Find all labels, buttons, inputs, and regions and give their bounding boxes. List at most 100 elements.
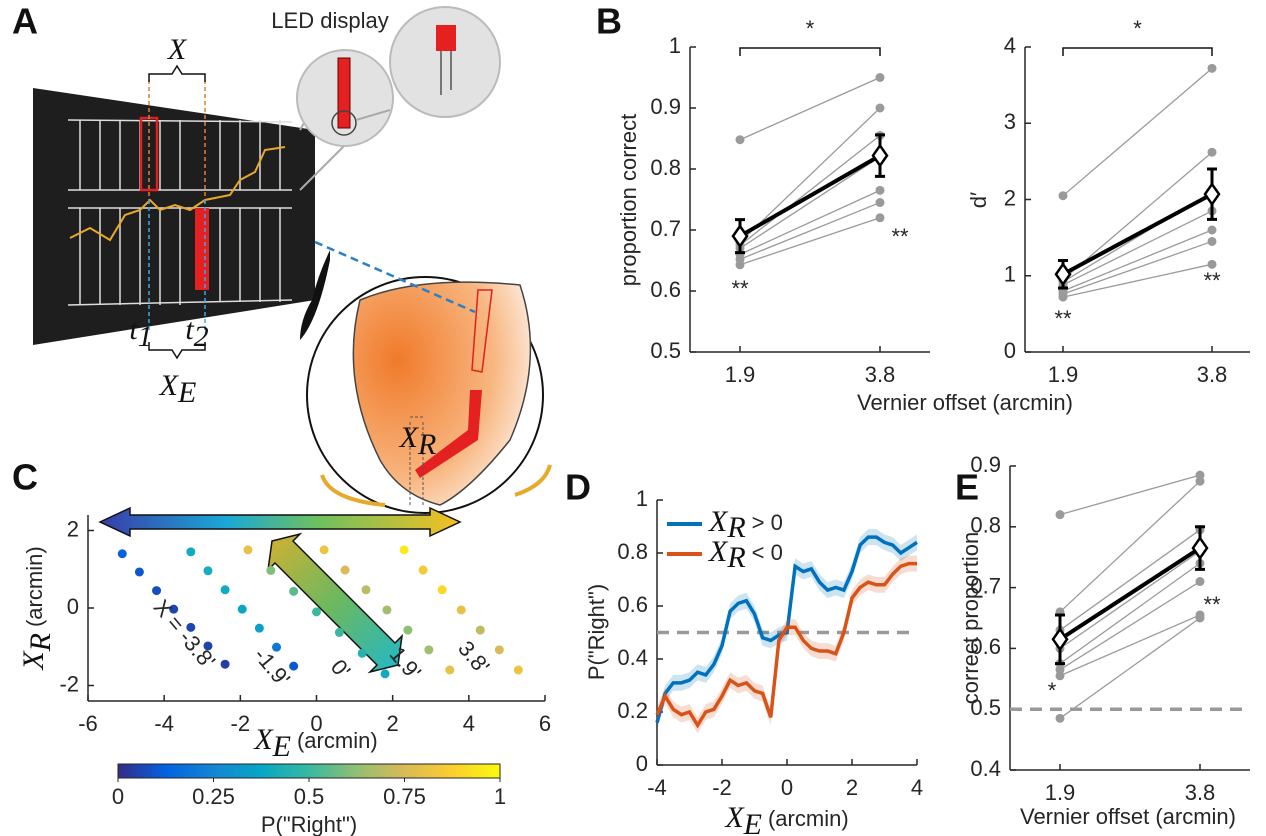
mean-marker (1056, 264, 1070, 284)
t2-label: t2 (185, 313, 208, 353)
scatter-point (476, 626, 485, 635)
y-axis-label-subscript: R (24, 633, 57, 652)
y-axis-label: XR(arcmin) (17, 546, 57, 670)
y-tick-label: 3 (1004, 109, 1016, 134)
subject-point (1056, 671, 1065, 680)
direction-arrow (268, 534, 402, 672)
x-axis-label: Vernier offset (arcmin) (857, 390, 1073, 415)
y-tick-label: -2 (59, 671, 79, 696)
y-tick-label: 0.9 (970, 452, 1001, 477)
subject-point (1208, 64, 1217, 73)
panel-letter: C (12, 457, 38, 498)
y-tick-label: 0 (636, 751, 648, 776)
mean-line (1063, 194, 1212, 274)
subject-line (1060, 475, 1200, 515)
rotation-arrow (515, 465, 550, 495)
x-tick-label: 3.8 (1185, 780, 1216, 805)
y-tick-label: 1 (636, 486, 648, 511)
legend-entry: XR< 0 (708, 535, 783, 574)
subject-point (876, 198, 885, 207)
y-axis-label: P("Right") (584, 584, 609, 680)
subject-point (1059, 293, 1068, 302)
series-label: 0' (326, 655, 356, 684)
legend-text: > 0 (752, 510, 783, 535)
colorbar-tick-label: 0 (112, 784, 124, 809)
colorbar-tick-label: 0.25 (192, 784, 235, 809)
scatter-point (312, 607, 321, 616)
subject-line (1060, 563, 1200, 663)
significance-bracket (1063, 48, 1212, 56)
y-tick-label: 0.7 (650, 216, 681, 241)
subject-line (740, 78, 880, 140)
scatter-point (514, 666, 523, 675)
y-tick-label: 2 (1004, 185, 1016, 210)
mean-marker (1205, 184, 1219, 204)
subject-point (1208, 237, 1217, 246)
x-tick-label: 0 (781, 775, 793, 800)
significance-bracket (740, 48, 880, 56)
y-tick-label: 1 (1004, 262, 1016, 287)
x-tick-label: 1.9 (725, 362, 756, 387)
scatter-point (382, 605, 391, 614)
scatter-point (243, 545, 252, 554)
subject-point (876, 73, 885, 82)
legend-symbol: X (708, 535, 729, 568)
scatter-point (266, 566, 275, 575)
subject-line (740, 203, 880, 260)
x-axis-label-subscript: E (743, 808, 762, 836)
y-tick-label: 0.5 (650, 338, 681, 363)
subject-point (736, 135, 745, 144)
x-tick-label: -2 (712, 775, 732, 800)
colorbar-segment (166, 764, 214, 778)
led-bar (195, 208, 209, 290)
x-tick-label: -4 (647, 775, 667, 800)
x-tick-label: 6 (539, 711, 551, 736)
colorbar-label: P("Right") (261, 812, 357, 836)
x-tick-label: -4 (154, 711, 174, 736)
panel-letter: D (565, 467, 591, 508)
x-tick-label: 3.8 (865, 362, 896, 387)
x-axis-label-text: (arcmin) (768, 806, 849, 831)
mean-marker (733, 226, 747, 246)
colorbar-segment (118, 764, 166, 778)
colorbar-tick-label: 0.75 (383, 784, 426, 809)
series-label: X = -3.8' (149, 595, 221, 674)
subject-point (1208, 148, 1217, 157)
panel-letter: A (12, 1, 38, 42)
y-axis-label: proportion correct (616, 114, 641, 286)
significance: ** (891, 224, 909, 249)
t1-label-subscript: 1 (138, 320, 153, 353)
y-tick-label: 0 (67, 594, 79, 619)
x-tick-label: -6 (78, 711, 98, 736)
x-axis-label-text: (arcmin) (297, 728, 378, 753)
legend-symbol: X (708, 505, 729, 538)
screen (33, 88, 315, 345)
scatter-point (203, 566, 212, 575)
x-tick-label: 2 (846, 775, 858, 800)
led-strip (338, 58, 350, 128)
scatter-point (445, 666, 454, 675)
subject-point (876, 186, 885, 195)
x-tick-label: 4 (911, 775, 923, 800)
led-zoom-2 (390, 7, 500, 117)
subject-point (1059, 191, 1068, 200)
subject-point (1056, 510, 1065, 519)
scatter-point (152, 586, 161, 595)
led (436, 25, 456, 51)
series-label: -1.9' (249, 643, 295, 691)
subject-point (1056, 714, 1065, 723)
subject-line (740, 157, 880, 249)
y-tick-label: 4 (1004, 33, 1016, 58)
significance: ** (1203, 268, 1221, 293)
scatter-point (381, 669, 390, 678)
y-tick-label: 2 (67, 516, 79, 541)
scatter-point (135, 567, 144, 576)
scatter-point (400, 545, 409, 554)
t2-label-subscript: 2 (194, 320, 209, 353)
scatter-point (118, 549, 127, 558)
x-axis-label: XE(arcmin) (724, 801, 848, 836)
x-label: X (167, 33, 188, 66)
scatter-point (289, 587, 298, 596)
y-tick-label: 0.8 (617, 539, 648, 564)
x-axis-label: Vernier offset (arcmin) (1020, 804, 1236, 829)
